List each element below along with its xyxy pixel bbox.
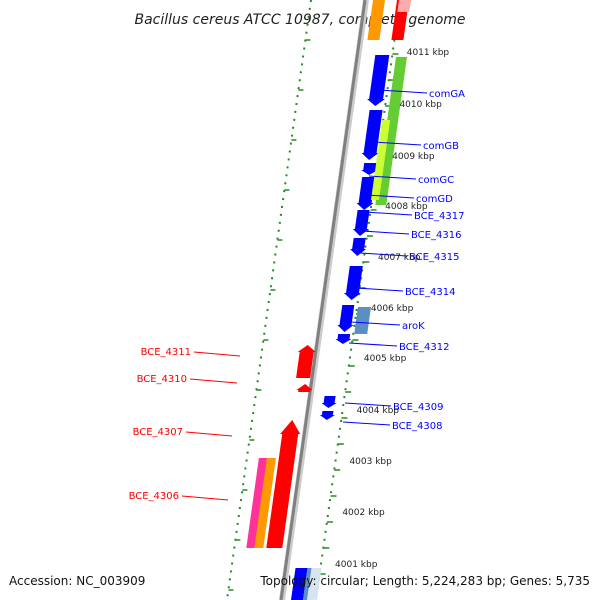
backbone-line xyxy=(279,0,367,600)
gene-label: comGB xyxy=(423,141,459,152)
gene-BCE_4312-arrow xyxy=(335,334,352,344)
kbp-label: 4003 kbp xyxy=(349,457,392,467)
gene-arrows xyxy=(246,0,411,600)
leader-line xyxy=(189,378,238,384)
gene-label: aroK xyxy=(402,321,425,332)
kbp-label: 4006 kbp xyxy=(371,304,414,314)
gene-label: BCE_4309 xyxy=(393,402,443,413)
leader-line xyxy=(364,211,413,216)
leader-line xyxy=(368,175,417,180)
gene-label: BCE_4315 xyxy=(409,252,459,263)
leader-line xyxy=(193,351,241,357)
gene-top-orange-block xyxy=(367,0,385,40)
accession-text: Accession: NC_003909 xyxy=(9,574,146,588)
gene-BCE_4316-arrow xyxy=(350,238,367,256)
kbp-label: 4005 kbp xyxy=(364,354,407,364)
gene-aroK-block xyxy=(354,307,371,334)
kbp-label: 4009 kbp xyxy=(392,152,435,162)
kbp-label: 4004 kbp xyxy=(357,406,400,416)
inner-tick-ring xyxy=(226,0,312,600)
gene-BCE_4317-arrow xyxy=(352,210,370,236)
gene-label: comGC xyxy=(418,175,454,186)
leader-line xyxy=(359,252,408,257)
kbp-label: 4002 kbp xyxy=(342,508,385,518)
gene-BCE_4310-arrow xyxy=(296,384,313,392)
gene-label: BCE_4316 xyxy=(411,230,461,241)
gene-label: BCE_4308 xyxy=(392,421,442,432)
gene-label: BCE_4306 xyxy=(129,491,179,502)
gene-label: comGD xyxy=(416,194,453,205)
gene-BCE_4307-arrow xyxy=(266,420,301,548)
topology-text: Topology: circular; Length: 5,224,283 bp… xyxy=(260,574,590,588)
map-title: Bacillus cereus ATCC 10987, complete gen… xyxy=(134,12,465,28)
leader-line xyxy=(379,89,428,94)
gene-BCE_4311-arrow xyxy=(296,345,316,378)
gene-comGC-arrow xyxy=(361,163,379,175)
genome-backbone xyxy=(279,0,369,600)
gene-comGD-arrow xyxy=(356,177,376,210)
gene-comGA-arrow xyxy=(367,55,390,106)
leader-line xyxy=(361,230,410,235)
label-leader-lines xyxy=(181,89,428,501)
gene-BCE_4306-magenta-block xyxy=(246,458,268,548)
gene-bottom-pale-block xyxy=(307,568,322,600)
kbp-label: 4008 kbp xyxy=(385,202,428,212)
gene-BCE_4315-arrow xyxy=(344,266,363,300)
gene-top-pink-block xyxy=(397,0,411,12)
gene-label: BCE_4312 xyxy=(399,342,449,353)
gene-label: BCE_4307 xyxy=(133,427,183,438)
leader-line xyxy=(342,421,391,426)
kbp-label: 4011 kbp xyxy=(407,48,450,58)
leader-line xyxy=(350,321,401,326)
leader-line xyxy=(344,402,392,407)
kbp-scale-labels: 4011 kbp 4010 kbp 4009 kbp 4008 kbp 4007 kbp… xyxy=(335,48,449,570)
gene-BCE_4308-arrow xyxy=(319,411,335,420)
outer-tick-ring xyxy=(315,0,401,600)
gene-label: BCE_4317 xyxy=(414,211,464,222)
gene-labels: comGA comGB comGC comGD BCE_4317 BCE_4316 BCE_… xyxy=(129,89,466,502)
gene-BCE_4314-arrow xyxy=(337,305,355,332)
leader-line xyxy=(185,431,233,437)
kbp-label: 4001 kbp xyxy=(335,560,378,570)
leader-line xyxy=(348,342,398,347)
leader-line xyxy=(181,495,229,501)
gene-bottom-steel-block xyxy=(303,568,312,600)
kbp-label: 4010 kbp xyxy=(399,100,442,110)
gene-label: comGA xyxy=(429,89,465,100)
leader-line xyxy=(373,141,422,146)
gene-lime-block xyxy=(371,120,391,200)
gene-label: BCE_4311 xyxy=(141,347,191,358)
gene-comGB-arrow xyxy=(361,110,383,160)
leader-line xyxy=(366,194,415,199)
leader-line xyxy=(355,287,404,292)
gene-label: BCE_4310 xyxy=(137,374,187,385)
gene-bottom-blue-block xyxy=(291,568,308,600)
kbp-label: 4007 kbp xyxy=(378,253,421,263)
gene-BCE_4306-orange-block xyxy=(254,458,276,548)
gene-BCE_4309-arrow xyxy=(321,396,337,408)
gene-label: BCE_4314 xyxy=(405,287,455,298)
